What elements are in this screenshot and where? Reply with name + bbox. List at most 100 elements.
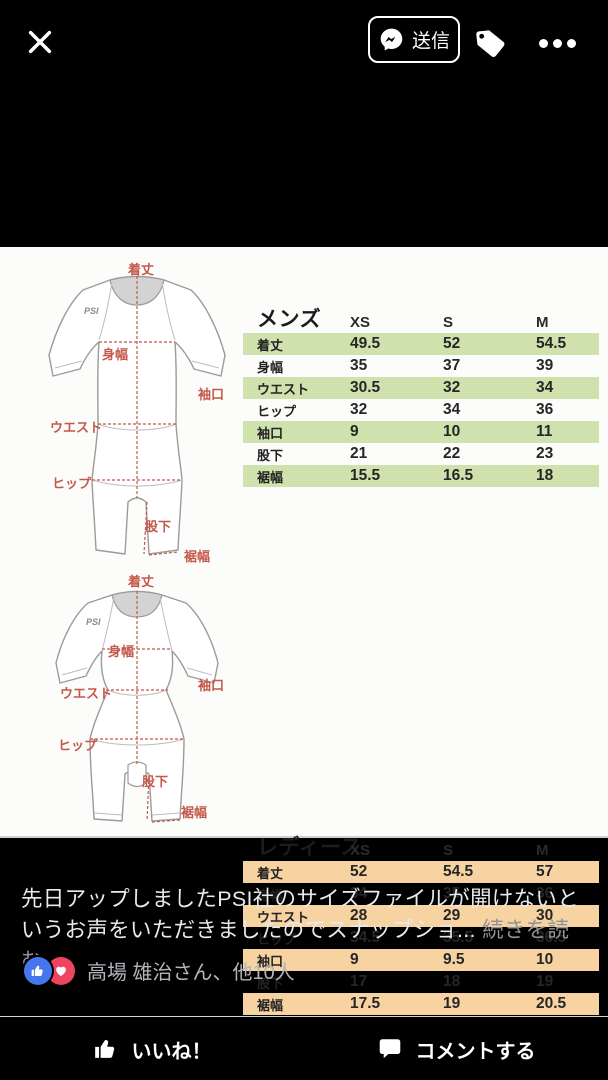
diagram-label-chest: 身幅: [108, 644, 135, 659]
table-row: ヒップ 34.5 35.5 36.5: [243, 927, 599, 949]
table-row: ウエスト 30.5 32 34: [243, 377, 599, 399]
size-column-xs: XS: [350, 314, 371, 331]
thumbs-up-icon: [94, 1040, 114, 1058]
row-label: ウエスト: [257, 381, 310, 397]
table-row: 着丈 52 54.5 57: [243, 861, 599, 883]
table-row: 着丈 49.5 52 54.5: [243, 333, 599, 355]
row-value: 16.5: [443, 467, 474, 484]
like-reaction-icon: [24, 956, 52, 985]
row-value: 34: [350, 885, 368, 902]
row-value: 30.5: [350, 379, 381, 396]
diagram-label-cuff: 袖口: [198, 678, 225, 693]
row-label: 着丈: [257, 865, 284, 881]
row-value: 18: [443, 973, 461, 990]
row-value: 34: [536, 379, 554, 396]
comment-button[interactable]: コメントする: [304, 1020, 608, 1078]
like-button[interactable]: いいね！: [0, 1020, 304, 1078]
row-value: 21: [350, 445, 368, 462]
diagram-label-inseam: 股下: [145, 519, 172, 534]
footer-divider: [0, 1016, 608, 1017]
row-value: 34.5: [350, 929, 381, 946]
comment-button-label: コメントする: [415, 1040, 536, 1063]
dot-icon: [552, 38, 562, 48]
reaction-summary[interactable]: 高場 雄治さん、他10人: [87, 962, 295, 984]
more-options-button[interactable]: [533, 28, 581, 58]
row-value: 9: [350, 951, 359, 968]
row-value: 9: [350, 423, 359, 440]
send-button[interactable]: 送信: [368, 16, 460, 63]
row-value: 36: [536, 885, 554, 902]
mens-table-header: メンズ XS S M: [243, 300, 599, 333]
row-value: 10: [536, 951, 554, 968]
row-value: 32: [350, 401, 368, 418]
size-column-s: S: [443, 314, 454, 331]
table-row: ウエスト 28 29 30: [243, 905, 599, 927]
row-label: 着丈: [257, 337, 284, 353]
post-caption: 先日アップしましたPSI社のサイズファイルが開けないというお声をいただきましたの…: [21, 884, 587, 977]
row-value: 39: [536, 357, 554, 374]
row-value: 54.5: [443, 863, 474, 880]
row-value: 11: [536, 423, 553, 440]
row-label: ヒップ: [257, 931, 297, 947]
row-value: 9.5: [443, 951, 465, 968]
table-row: 身幅 34 35 36: [243, 883, 599, 905]
mens-table-title: メンズ: [257, 308, 322, 331]
row-label: 股下: [257, 447, 284, 463]
table-row: 袖口 9 9.5 10: [243, 949, 599, 971]
size-column-m: M: [536, 842, 549, 859]
tag-button[interactable]: [468, 22, 512, 64]
row-label: 身幅: [257, 359, 284, 375]
caption-text: 先日アップしましたPSI社のサイズファイルが開けないというお声をいただきましたの…: [21, 887, 580, 942]
row-value: 29: [443, 907, 461, 924]
table-row: 身幅 35 37 39: [243, 355, 599, 377]
row-value: 10: [443, 423, 461, 440]
psi-logo: PSI: [86, 617, 101, 627]
row-value: 19: [536, 973, 554, 990]
row-value: 17.5: [350, 995, 381, 1012]
diagram-label-length: 着丈: [128, 574, 155, 589]
row-label: 裾幅: [257, 997, 284, 1013]
row-value: 35.5: [443, 929, 474, 946]
row-label: 裾幅: [257, 469, 284, 485]
row-value: 17: [350, 973, 368, 990]
tag-icon: [476, 30, 505, 57]
row-value: 57: [536, 863, 554, 880]
footer-action-bar: いいね！ コメントする: [0, 1020, 608, 1078]
reaction-icons: [24, 956, 75, 985]
ladies-table-title: レディース: [257, 836, 362, 859]
row-label: 袖口: [257, 425, 284, 441]
row-value: 28: [350, 907, 368, 924]
close-button[interactable]: [20, 22, 60, 62]
messenger-icon: [380, 28, 403, 51]
table-row: 股下 17 18 19: [243, 971, 599, 993]
comment-icon: [379, 1039, 400, 1059]
ladies-suit-diagram: PSI 着丈 身幅 袖口 ウエスト ヒップ 股下 裾幅: [28, 569, 246, 835]
like-button-label: いいね！: [131, 1040, 212, 1063]
row-value: 22: [443, 445, 461, 462]
size-chart-photo[interactable]: PSI 着丈 身幅 袖口 ウエスト ヒップ 股下 裾幅 メンズ XS S M 着…: [0, 247, 608, 1015]
row-label: 股下: [257, 975, 284, 991]
row-label: 袖口: [257, 953, 284, 969]
ladies-suit-outline: PSI: [55, 590, 219, 823]
psi-logo: PSI: [84, 306, 99, 316]
row-value: 54.5: [536, 335, 567, 352]
mens-table-body: 着丈 49.5 52 54.5 身幅 35 37 39 ウエスト 30.5 32 34 ヒップ 32 34 3…: [243, 333, 599, 487]
row-value: 36: [536, 401, 554, 418]
mens-size-table: メンズ XS S M 着丈 49.5 52 54.5 身幅 35 37 39 ウエスト 30.5 3…: [243, 300, 599, 487]
send-button-label: 送信: [411, 31, 450, 52]
row-value: 35: [350, 357, 368, 374]
row-value: 36.5: [536, 929, 567, 946]
diagram-label-inseam: 股下: [142, 774, 169, 789]
top-bar: 送信: [0, 0, 608, 85]
diagram-label-chest: 身幅: [102, 347, 129, 362]
reactions-row[interactable]: 高場 雄治さん、他10人: [24, 956, 295, 985]
mens-suit-outline: PSI: [48, 275, 226, 556]
diagram-label-cuff: 袖口: [198, 387, 225, 402]
row-value: 52: [443, 335, 461, 352]
dot-icon: [566, 38, 576, 48]
row-label: 身幅: [257, 887, 284, 903]
mens-suit-diagram: PSI 着丈 身幅 袖口 ウエスト ヒップ 股下 裾幅: [28, 252, 246, 570]
size-column-xs: XS: [350, 842, 371, 859]
diagram-label-waist: ウエスト: [60, 686, 113, 701]
